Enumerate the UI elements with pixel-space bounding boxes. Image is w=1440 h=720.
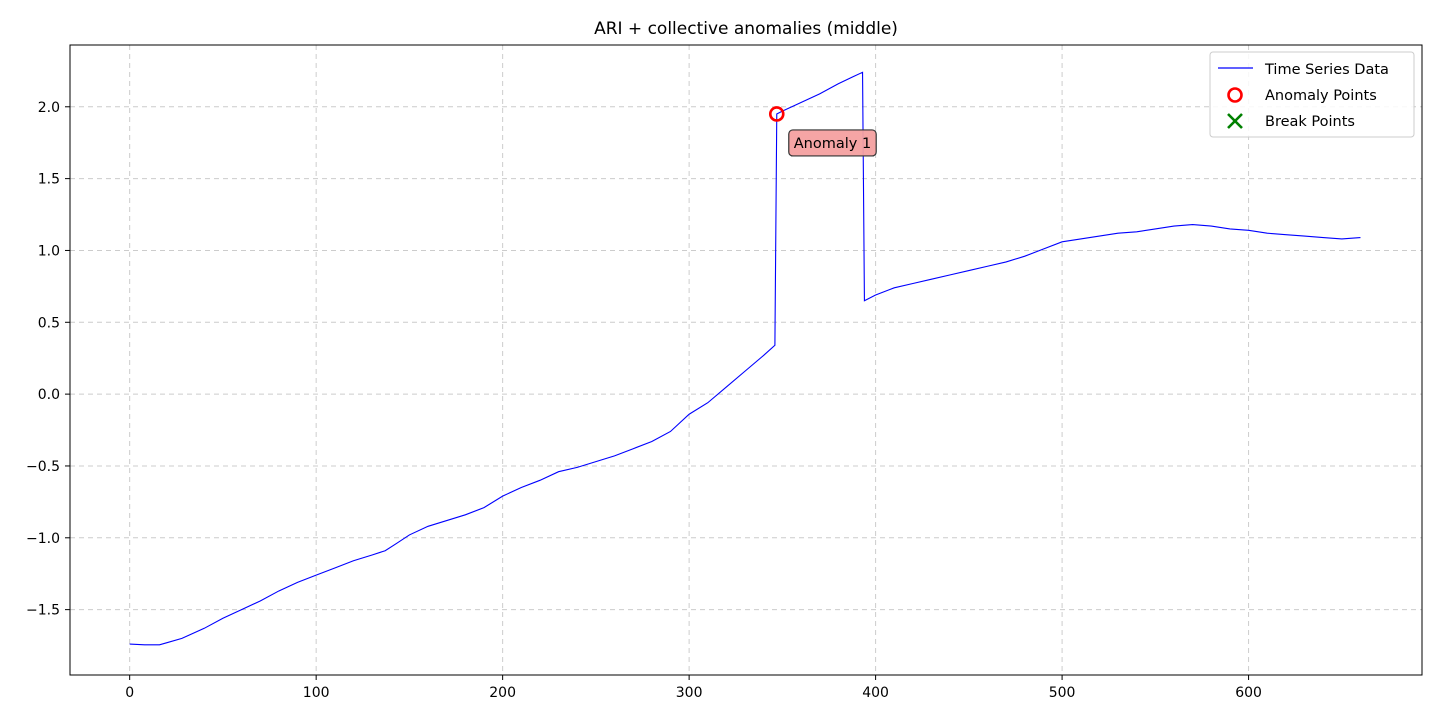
x-axis: 0 100 200 300 400 500 600 <box>125 675 1262 701</box>
y-tick-label: −0.5 <box>26 459 60 475</box>
y-tick-label: 2.0 <box>38 100 60 116</box>
chart-title: ARI + collective anomalies (middle) <box>594 19 898 39</box>
annotation-box <box>788 129 877 157</box>
y-tick-label: −1.5 <box>26 603 60 619</box>
legend-label-time-series: Time Series Data <box>1264 62 1389 78</box>
x-tick-label: 200 <box>489 685 516 701</box>
anomaly-markers <box>768 106 785 122</box>
legend: Time Series Data Anomaly Points Break Po… <box>1209 51 1415 138</box>
annotation: Anomaly 1 <box>788 129 877 157</box>
legend-label-anomaly: Anomaly Points <box>1265 88 1377 104</box>
x-tick-label: 0 <box>125 685 134 701</box>
y-tick-label: −1.0 <box>26 531 60 547</box>
x-tick-label: 300 <box>676 685 703 701</box>
x-tick-label: 100 <box>303 685 330 701</box>
series-line-time-series-data <box>129 71 1361 646</box>
x-tick-label: 400 <box>862 685 889 701</box>
legend-swatch-break <box>1227 113 1243 129</box>
annotation-label: Anomaly 1 <box>794 136 871 152</box>
plot-frame <box>69 44 1423 676</box>
y-tick-label: 0.0 <box>38 387 60 403</box>
x-tick-label: 500 <box>1049 685 1076 701</box>
anomaly-point <box>768 106 785 122</box>
annotations: Anomaly 1 <box>788 129 877 157</box>
legend-box <box>1209 51 1415 138</box>
y-axis: −1.5 −1.0 −0.5 0.0 0.5 1.0 1.5 2.0 <box>26 100 70 619</box>
grid <box>70 45 1422 675</box>
y-tick-label: 1.5 <box>38 172 60 188</box>
legend-swatch-anomaly <box>1227 87 1243 103</box>
y-tick-label: 1.0 <box>38 243 60 259</box>
y-tick-label: 0.5 <box>38 315 60 331</box>
x-tick-label: 600 <box>1235 685 1262 701</box>
legend-label-break: Break Points <box>1265 114 1355 130</box>
plot-area: Anomaly 1 <box>129 71 1361 646</box>
